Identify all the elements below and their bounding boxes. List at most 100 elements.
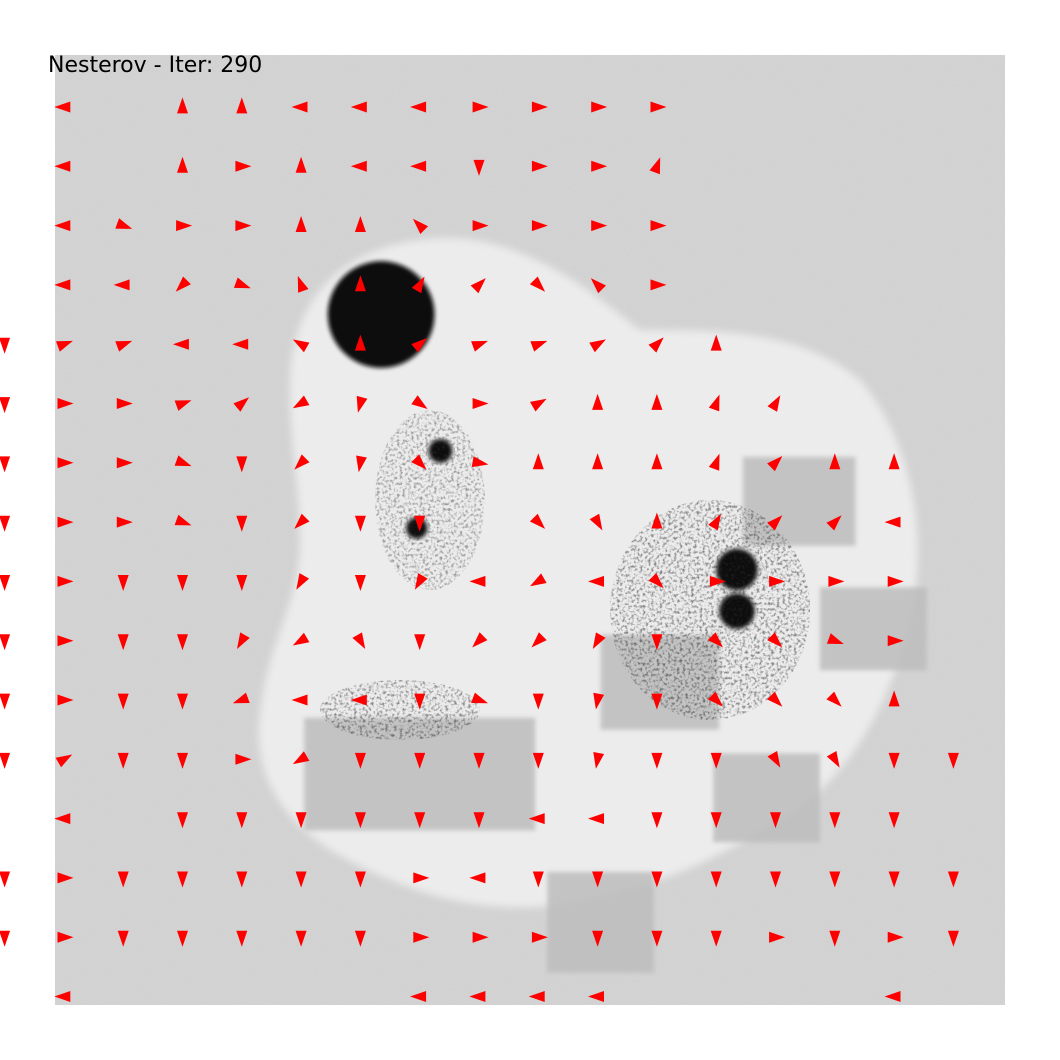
quiver-arrow — [294, 513, 310, 529]
quiver-arrow — [292, 339, 310, 353]
chart-title: Nesterov - Iter: 290 — [48, 53, 262, 78]
quiver-arrow — [593, 752, 605, 769]
quiver-arrow — [531, 101, 548, 113]
quiver-arrow — [57, 872, 74, 884]
quiver-arrow — [648, 337, 664, 353]
quiver-arrow — [177, 752, 188, 769]
quiver-arrow — [531, 220, 548, 232]
quiver-arrow — [528, 813, 545, 825]
quiver-arrow — [412, 218, 429, 234]
quiver-arrow — [57, 694, 74, 706]
quiver-arrow — [592, 930, 604, 947]
quiver-arrow — [174, 400, 192, 411]
quiver-arrow — [414, 812, 426, 829]
quiver-arrow — [767, 632, 783, 648]
quiver-arrow — [0, 515, 11, 532]
quiver-arrow — [350, 694, 367, 706]
quiver-arrow — [236, 515, 248, 532]
quiver-arrow — [235, 160, 252, 172]
quiver-arrow — [707, 632, 723, 648]
quiver-arrow — [117, 871, 129, 888]
quiver-arrow — [354, 334, 366, 351]
quiver-arrow — [651, 930, 663, 947]
quiver-arrow — [651, 512, 663, 529]
quiver-arrow — [887, 931, 904, 943]
quiver-arrow — [528, 991, 545, 1002]
quiver-arrow — [117, 693, 129, 710]
quiver-arrow — [532, 871, 544, 888]
quiver-arrow — [57, 931, 74, 943]
quiver-arrow — [54, 813, 71, 825]
quiver-arrow — [532, 752, 544, 769]
speckle-cloud — [610, 500, 810, 720]
quiver-arrow — [57, 516, 74, 528]
quiver-arrow — [236, 930, 248, 947]
quiver-arrow — [56, 340, 73, 352]
quiver-arrow — [177, 97, 188, 114]
quiver-arrow — [236, 812, 248, 829]
quiver-arrow — [472, 398, 489, 409]
quiver-arrow — [591, 160, 608, 172]
quiver-arrow — [530, 573, 547, 587]
speckle-cloud — [375, 410, 485, 590]
quiver-arrow — [767, 751, 781, 768]
quiver-arrow — [710, 871, 722, 888]
quiver-arrow — [411, 338, 427, 353]
quiver-arrow — [115, 340, 133, 352]
quiver-arrow — [414, 693, 426, 710]
quiver-arrow — [710, 930, 722, 947]
quiver-arrow — [888, 871, 900, 888]
quiver-arrow — [709, 575, 726, 587]
quiver-arrow — [708, 394, 720, 412]
quiver-arrow — [410, 160, 427, 172]
quiver-arrow — [650, 101, 667, 113]
quiver-arrow — [354, 752, 366, 769]
quiver-arrow — [648, 573, 664, 589]
quiver-arrow — [354, 515, 366, 532]
quiver-arrow — [0, 634, 11, 651]
quiver-arrow — [588, 991, 604, 1002]
quiver-arrow — [531, 160, 548, 172]
gray-panel — [547, 871, 654, 973]
quiver-arrow — [410, 991, 427, 1002]
quiver-arrow — [531, 632, 547, 648]
quiver-arrow — [55, 754, 73, 768]
quiver-arrow — [531, 931, 548, 943]
quiver-arrow — [649, 157, 661, 175]
quiver-arrow — [887, 575, 904, 587]
quiver-arrow — [826, 515, 842, 531]
quiver-arrow — [232, 692, 250, 704]
quiver-arrow — [770, 812, 781, 829]
quiver-arrow — [708, 453, 720, 471]
quiver-arrow — [174, 514, 192, 526]
quiver-arrow — [888, 453, 900, 470]
quiver-arrow — [884, 516, 901, 528]
quiver-arrow — [176, 220, 193, 232]
quiver-arrow — [592, 453, 604, 470]
quiver-arrow — [414, 573, 428, 590]
quiver-arrow — [770, 871, 781, 888]
quiver-arrow — [354, 871, 366, 888]
quiver-arrow — [0, 871, 11, 888]
quiver-arrow — [414, 515, 426, 532]
dark-blob — [327, 261, 435, 368]
quiver-arrow — [471, 340, 488, 352]
quiver-arrow — [472, 101, 489, 113]
quiver-arrow — [591, 101, 608, 113]
quiver-arrow — [826, 691, 842, 707]
quiver-arrow — [708, 513, 721, 531]
quiver-arrow — [651, 634, 663, 651]
quiver-arrow — [295, 930, 307, 947]
quiver-arrow — [473, 752, 485, 769]
quiver-arrow — [471, 692, 488, 704]
quiver-arrow — [947, 871, 959, 888]
quiver-arrow — [411, 276, 425, 294]
quiver-arrow — [470, 278, 486, 294]
quiver-arrow — [295, 871, 307, 888]
quiver-arrow — [592, 393, 604, 410]
quiver-arrow — [767, 456, 783, 472]
quiver-arrow — [651, 871, 663, 888]
quiver-arrow — [769, 931, 786, 943]
quiver-arrow — [472, 931, 489, 943]
